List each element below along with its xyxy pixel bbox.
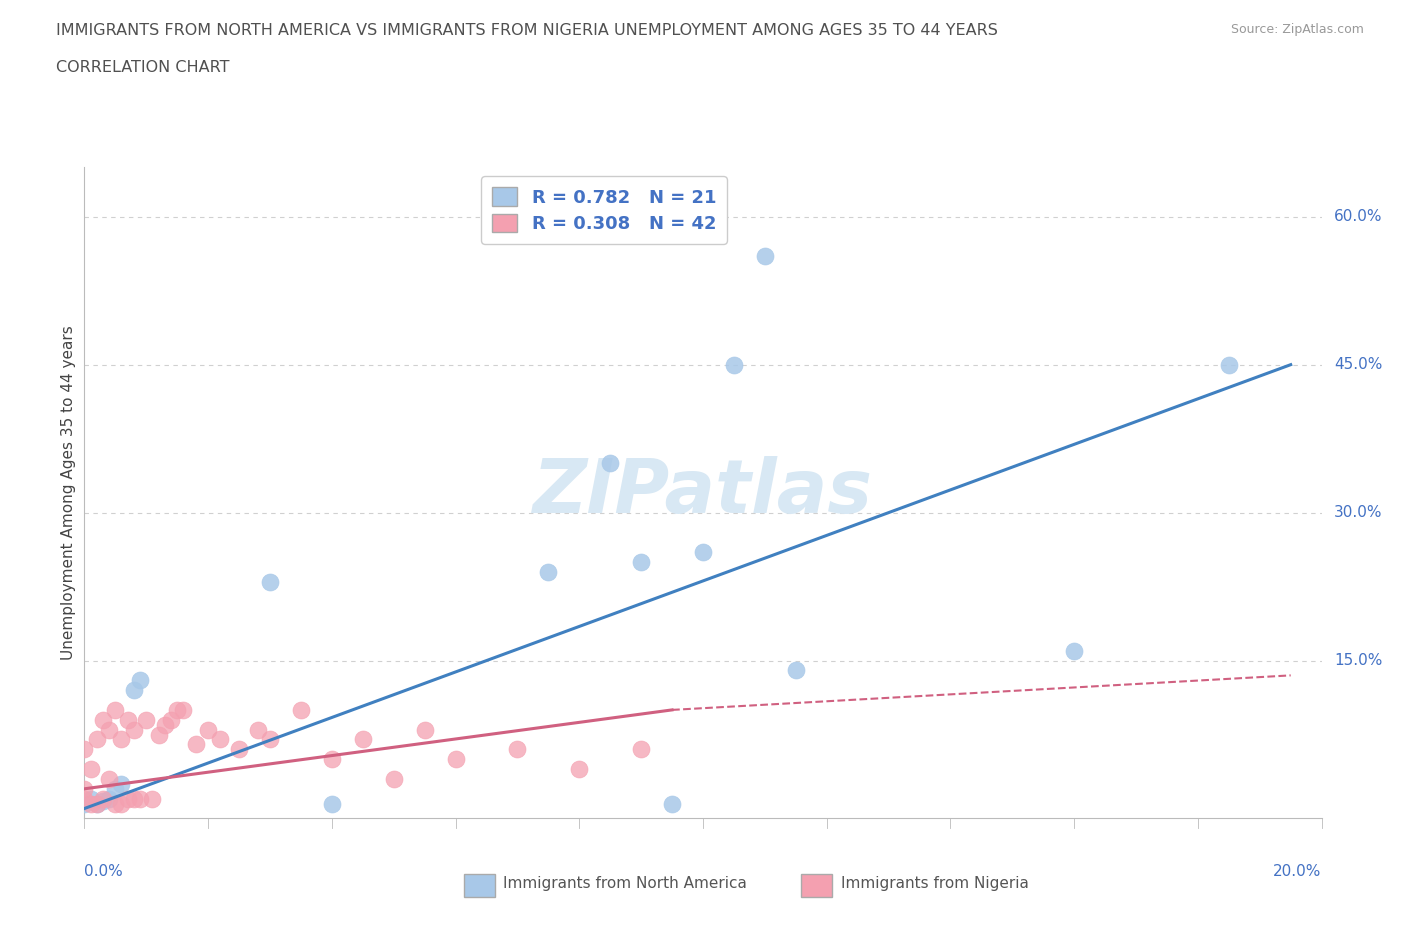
Point <box>98 791 121 806</box>
Point <box>110 777 132 791</box>
Point <box>197 723 219 737</box>
Point <box>122 683 145 698</box>
Point <box>104 702 127 717</box>
Text: IMMIGRANTS FROM NORTH AMERICA VS IMMIGRANTS FROM NIGERIA UNEMPLOYMENT AMONG AGES: IMMIGRANTS FROM NORTH AMERICA VS IMMIGRA… <box>56 23 998 38</box>
Point <box>352 732 374 747</box>
Point <box>321 796 343 811</box>
Text: Immigrants from Nigeria: Immigrants from Nigeria <box>841 876 1029 891</box>
Point <box>129 791 152 806</box>
Point <box>723 357 745 372</box>
Point <box>98 723 121 737</box>
Point <box>153 717 176 732</box>
Point <box>91 712 114 727</box>
Point <box>630 554 652 569</box>
Point <box>444 751 467 766</box>
Point <box>259 574 281 589</box>
Point <box>228 742 250 757</box>
Point <box>209 732 232 747</box>
Point <box>91 793 114 808</box>
Point <box>537 565 560 579</box>
Point <box>321 751 343 766</box>
Point <box>184 737 207 751</box>
Point <box>79 762 101 777</box>
Point <box>135 712 157 727</box>
Point <box>73 791 96 806</box>
Text: 0.0%: 0.0% <box>84 864 124 879</box>
Point <box>110 796 132 811</box>
Text: 60.0%: 60.0% <box>1334 209 1382 224</box>
Point <box>413 723 436 737</box>
Point <box>148 727 170 742</box>
Text: CORRELATION CHART: CORRELATION CHART <box>56 60 229 75</box>
Text: 45.0%: 45.0% <box>1334 357 1382 372</box>
Point <box>129 673 152 688</box>
Point <box>599 456 621 471</box>
Point <box>630 742 652 757</box>
Point <box>104 781 127 796</box>
Point <box>754 248 776 263</box>
Point <box>259 732 281 747</box>
Point <box>661 796 683 811</box>
Point <box>117 712 139 727</box>
Point <box>1218 357 1240 372</box>
Text: ZIPatlas: ZIPatlas <box>533 457 873 529</box>
Point <box>110 732 132 747</box>
Point <box>172 702 194 717</box>
Point <box>382 772 405 787</box>
Point <box>86 796 108 811</box>
Text: 30.0%: 30.0% <box>1334 505 1382 520</box>
Point <box>692 545 714 560</box>
Legend: R = 0.782   N = 21, R = 0.308   N = 42: R = 0.782 N = 21, R = 0.308 N = 42 <box>481 177 727 244</box>
Point <box>79 791 101 806</box>
Point <box>290 702 312 717</box>
Point <box>104 796 127 811</box>
Point <box>141 791 163 806</box>
Point <box>122 723 145 737</box>
Point <box>73 742 96 757</box>
Text: 20.0%: 20.0% <box>1274 864 1322 879</box>
Point <box>73 781 96 796</box>
Point <box>785 663 807 678</box>
Point <box>117 791 139 806</box>
Point <box>86 732 108 747</box>
Point <box>79 796 101 811</box>
FancyBboxPatch shape <box>801 874 832 897</box>
Point <box>73 796 96 811</box>
Text: Source: ZipAtlas.com: Source: ZipAtlas.com <box>1230 23 1364 36</box>
Point <box>98 772 121 787</box>
Y-axis label: Unemployment Among Ages 35 to 44 years: Unemployment Among Ages 35 to 44 years <box>60 326 76 660</box>
Point <box>1063 644 1085 658</box>
Point <box>166 702 188 717</box>
Point <box>568 762 591 777</box>
Point <box>86 796 108 811</box>
Text: Immigrants from North America: Immigrants from North America <box>503 876 747 891</box>
Point <box>160 712 183 727</box>
Point <box>506 742 529 757</box>
Point <box>122 791 145 806</box>
Text: 15.0%: 15.0% <box>1334 653 1382 668</box>
Point <box>91 791 114 806</box>
Point <box>246 723 269 737</box>
FancyBboxPatch shape <box>464 874 495 897</box>
